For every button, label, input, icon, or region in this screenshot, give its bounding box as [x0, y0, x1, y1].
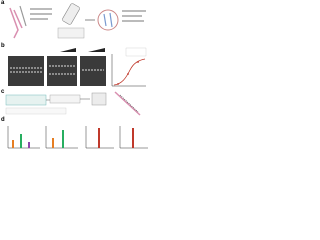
page: a b c d — [0, 0, 150, 150]
panel-label: a — [1, 0, 5, 6]
schematic-a — [9, 3, 146, 39]
schematic-c — [5, 91, 141, 116]
small-plots — [7, 126, 148, 149]
gels — [8, 48, 106, 86]
panel-label: c — [1, 89, 5, 95]
curve-plot — [111, 47, 147, 87]
figure: a b c d — [1, 0, 148, 149]
panel-label: b — [1, 43, 5, 49]
panel-label: d — [1, 117, 5, 123]
